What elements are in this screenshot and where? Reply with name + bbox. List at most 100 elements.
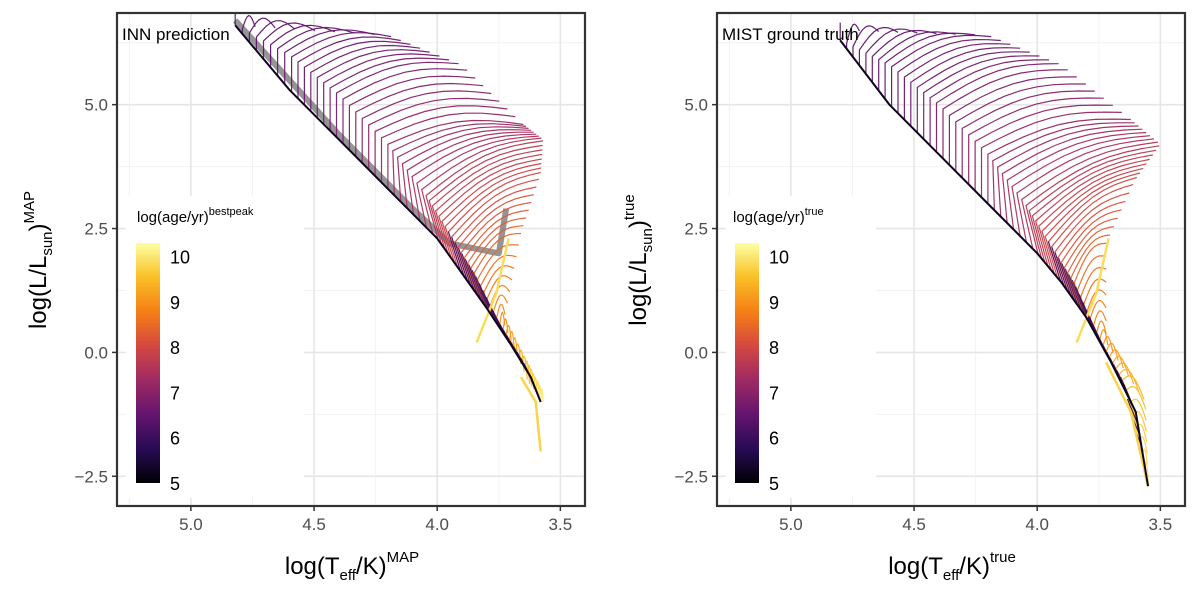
young-track (1054, 252, 1069, 292)
evolution-track (1011, 135, 1151, 237)
young-track (475, 276, 489, 311)
evolution-track (416, 135, 539, 228)
x-tick-label: 5.0 (179, 515, 203, 534)
evolution-track (396, 126, 529, 202)
evolution-track (284, 29, 375, 85)
evolution-track (255, 20, 296, 51)
evolution-track (434, 153, 543, 254)
evolution-track (421, 137, 542, 235)
evolution-track (316, 49, 430, 118)
legend-tick-label: 5 (769, 474, 779, 494)
panel-inn-prediction: INN prediction 5.0 2.5 0.0 −2.5 5.0 4.5 4.0 3.… (21, 11, 587, 584)
legend-colorbar (735, 243, 759, 483)
legend-tick-label: 7 (769, 383, 779, 403)
y-tick-labels: 5.0 2.5 0.0 −2.5 (674, 96, 717, 486)
evolution-track (262, 22, 316, 59)
y-tick-label: 0.0 (84, 343, 108, 362)
evolution-track (961, 90, 1095, 178)
evolution-track (401, 129, 532, 209)
legend: log(age/yr)true 10 9 8 7 6 5 (726, 196, 876, 498)
y-axis-label: log(L/Lsun)MAP (21, 191, 56, 329)
evolution-track (1041, 167, 1144, 275)
evolution-track (935, 63, 1059, 153)
evolution-track (355, 82, 484, 157)
track-region (233, 13, 544, 452)
evolution-track (374, 105, 508, 176)
zams-edge (839, 39, 1150, 487)
evolution-track (974, 104, 1113, 191)
young-track (1126, 398, 1139, 425)
panel-title: INN prediction (122, 25, 230, 44)
legend-tick-label: 6 (769, 429, 779, 449)
evolution-track (910, 47, 1021, 127)
evolution-track (431, 149, 543, 250)
evolution-track (948, 76, 1077, 165)
young-track (1068, 274, 1082, 311)
evolution-track (980, 111, 1122, 198)
x-tick-labels: 5.0 4.5 4.0 3.5 (779, 506, 1172, 534)
evolution-track (929, 59, 1049, 146)
low-mass-tail (1105, 361, 1150, 487)
evolution-track (1067, 226, 1115, 309)
young-track (1051, 246, 1065, 287)
evolution-track (845, 23, 860, 49)
young-track (1047, 241, 1062, 282)
legend-tick-label: 10 (170, 248, 190, 268)
evolution-track (411, 133, 537, 222)
evolution-track (1044, 172, 1141, 279)
evolution-track (1034, 158, 1150, 267)
evolution-track (297, 36, 401, 99)
track-region (839, 22, 1160, 487)
evolution-track (1001, 128, 1143, 224)
evolution-track (992, 122, 1135, 211)
evolution-track (1128, 398, 1147, 429)
evolution-track (968, 97, 1104, 185)
legend-tick-label: 8 (170, 338, 180, 358)
evolution-track (858, 26, 899, 66)
evolution-track (903, 43, 1011, 120)
evolution-track (406, 131, 534, 215)
evolution-track (1070, 234, 1111, 314)
y-tick-label: 5.0 (84, 96, 108, 115)
y-tick-label: −2.5 (74, 467, 108, 486)
x-tick-label: 5.0 (779, 515, 803, 534)
evolution-track (1006, 131, 1147, 230)
evolution-track (1038, 163, 1147, 271)
zams-edge (234, 24, 542, 403)
legend-tick-label: 9 (769, 293, 779, 313)
x-tick-label: 4.5 (902, 515, 926, 534)
evolution-track (1021, 141, 1158, 250)
legend-tick-label: 5 (170, 474, 180, 494)
young-track (1071, 279, 1086, 316)
y-tick-label: −2.5 (674, 467, 708, 486)
evolution-track (342, 68, 468, 144)
evolution-track (438, 158, 542, 259)
evolution-track (467, 217, 527, 299)
evolution-track (923, 55, 1040, 140)
legend: log(age/yr)bestpeak 10 9 8 7 6 5 (126, 196, 304, 498)
evolution-track (387, 119, 524, 189)
evolution-track (865, 28, 918, 74)
young-track (451, 236, 465, 277)
legend-title: log(age/yr)true (733, 206, 824, 226)
plot-border (715, 11, 1187, 508)
y-tick-label: 2.5 (684, 220, 708, 239)
evolution-track (291, 32, 392, 92)
evolution-track (1031, 154, 1154, 263)
evolution-track (473, 232, 522, 309)
evolution-track (380, 112, 516, 183)
young-track (482, 290, 496, 321)
evolution-track (392, 123, 527, 196)
evolution-track (987, 118, 1131, 204)
young-track (1058, 257, 1072, 297)
evolution-track (1016, 138, 1154, 243)
x-tick-label: 3.5 (1149, 515, 1173, 534)
y-tick-label: 0.0 (684, 343, 708, 362)
young-track (1075, 286, 1089, 321)
evolution-track (884, 32, 976, 100)
y-tick-label: 5.0 (684, 96, 708, 115)
evolution-track (335, 61, 459, 138)
x-tick-label: 4.0 (425, 515, 449, 534)
giant-branch (1075, 238, 1110, 343)
giant-branch (475, 238, 510, 343)
